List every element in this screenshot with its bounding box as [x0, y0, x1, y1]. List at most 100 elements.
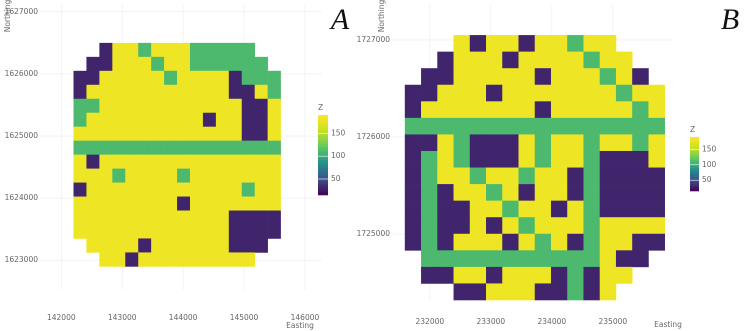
raster-cell	[599, 150, 617, 168]
colorbar-step	[318, 189, 328, 193]
raster-cell	[632, 84, 649, 102]
raster-cell	[112, 210, 126, 225]
raster-cell	[421, 150, 438, 168]
colorbar-step	[318, 184, 328, 188]
raster-cell	[254, 112, 268, 127]
raster-cell	[632, 184, 649, 201]
raster-cell	[421, 200, 438, 218]
raster-cell	[615, 217, 633, 235]
raster-cell	[151, 112, 165, 127]
raster-cell	[534, 233, 552, 251]
raster-cell	[648, 150, 665, 168]
raster-cell	[421, 266, 438, 284]
raster-cell	[404, 150, 422, 168]
raster-cell	[648, 233, 665, 251]
colorbar-step	[690, 189, 699, 192]
raster-cell	[502, 51, 519, 69]
raster-cell	[151, 210, 165, 225]
raster-cell	[502, 68, 519, 86]
raster-cell	[202, 182, 217, 197]
raster-cell	[177, 98, 191, 114]
raster-cell	[550, 217, 568, 235]
x-tick-label: 146000	[291, 313, 320, 322]
raster-cell	[267, 70, 281, 86]
raster-cell	[125, 210, 139, 225]
raster-cell	[151, 42, 165, 58]
raster-cell	[112, 252, 126, 267]
colorbar-step	[690, 180, 699, 183]
colorbar-step	[690, 137, 699, 140]
raster-cell	[550, 233, 568, 251]
raster-cell	[486, 184, 503, 201]
raster-cell	[518, 250, 536, 268]
raster-cell	[112, 112, 126, 127]
raster-cell	[151, 168, 165, 183]
raster-cell	[86, 56, 100, 72]
raster-cell	[177, 210, 191, 225]
x-tick-label: 143000	[108, 313, 137, 322]
y-tick-label: 1725000	[357, 229, 391, 238]
y-axis-label: Northing	[3, 0, 12, 32]
raster-cell	[534, 117, 552, 135]
raster-cell	[177, 154, 191, 169]
raster-cell	[486, 51, 503, 69]
colorbar-step	[318, 149, 328, 153]
raster-cell	[437, 200, 454, 218]
colorbar-step	[318, 136, 328, 140]
raster-cell	[421, 233, 438, 251]
raster-cell	[215, 112, 230, 127]
raster-cell	[599, 101, 617, 119]
raster-cell	[615, 233, 633, 251]
raster-cell	[567, 84, 584, 102]
raster-cell	[469, 35, 487, 52]
raster-cell	[151, 98, 165, 114]
colorbar-step	[690, 183, 699, 186]
x-tick-label: 234000	[538, 317, 567, 326]
raster-cell	[215, 154, 230, 169]
raster-cell	[550, 35, 568, 52]
raster-cell	[202, 70, 217, 86]
raster-cell	[164, 196, 178, 211]
raster-cell	[469, 184, 487, 201]
raster-cell	[632, 117, 649, 135]
raster-cell	[86, 224, 100, 239]
raster-cell	[99, 196, 113, 211]
x-tick-label: 233000	[477, 317, 506, 326]
y-tick-label: 1627000	[5, 7, 39, 16]
raster-cell	[228, 70, 243, 86]
raster-cell	[502, 134, 519, 152]
raster-cell	[202, 140, 217, 155]
raster-cell	[177, 140, 191, 155]
raster-cell	[583, 68, 601, 86]
raster-cell	[437, 117, 454, 135]
raster-cell	[583, 217, 601, 235]
colorbar-step	[318, 155, 328, 158]
raster-cell	[138, 168, 152, 183]
raster-cell	[254, 196, 268, 211]
legend-title: Z	[690, 125, 695, 134]
raster-cell	[550, 150, 568, 168]
raster-cell	[453, 184, 471, 201]
y-axis-label: Northing	[377, 0, 386, 32]
raster-cell	[534, 51, 552, 69]
raster-cell	[189, 224, 204, 239]
x-tick-label: 144000	[169, 313, 198, 322]
raster-cell	[583, 266, 601, 284]
raster-cell	[228, 112, 243, 127]
raster-cell	[437, 250, 454, 268]
raster-cell	[254, 98, 268, 114]
raster-cell	[254, 140, 268, 155]
colorbar-step	[318, 168, 328, 172]
raster-cell	[453, 35, 471, 52]
raster-cell	[177, 56, 191, 72]
colorbar-step	[690, 165, 699, 168]
colorbar-step	[318, 157, 328, 161]
raster-cell	[534, 266, 552, 284]
raster-cell	[138, 252, 152, 267]
raster-cell	[112, 238, 126, 253]
raster-cell	[421, 250, 438, 268]
raster-cell	[437, 68, 454, 86]
raster-cell	[518, 101, 536, 119]
colorbar-step	[318, 115, 328, 118]
